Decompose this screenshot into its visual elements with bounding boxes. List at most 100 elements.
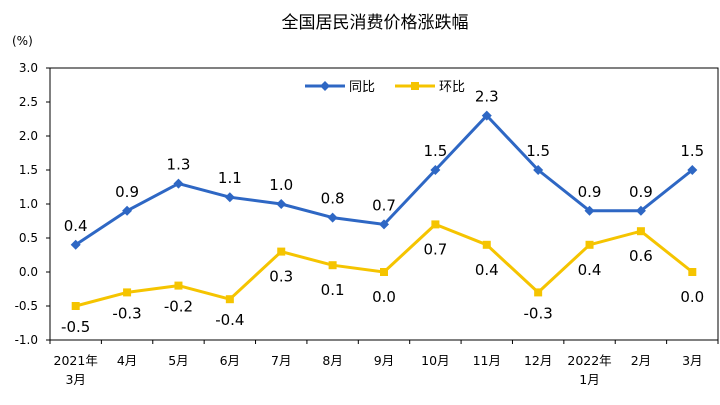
data-label: 0.9 bbox=[629, 183, 653, 201]
data-point-diamond bbox=[481, 110, 492, 121]
data-point-diamond bbox=[379, 219, 389, 230]
data-point-diamond bbox=[533, 165, 544, 175]
x-tick-label: 10月 bbox=[421, 353, 449, 368]
data-point-square bbox=[380, 268, 388, 276]
data-label: 0.7 bbox=[423, 240, 447, 258]
data-point-square bbox=[482, 240, 491, 249]
x-tick-label: 7月 bbox=[271, 353, 291, 368]
x-tick-label: 12月 bbox=[524, 353, 552, 368]
x-tick-label: 2月 bbox=[631, 353, 651, 368]
legend-label: 同比 bbox=[349, 80, 375, 95]
data-point-diamond bbox=[635, 205, 646, 216]
data-label: 2.3 bbox=[475, 88, 499, 106]
y-tick-label: -1.0 bbox=[15, 333, 38, 347]
data-label: 0.0 bbox=[372, 288, 396, 306]
x-tick-label-line: 9月 bbox=[374, 353, 394, 368]
data-label: 0.9 bbox=[115, 183, 139, 201]
series-layer bbox=[70, 110, 698, 310]
data-label: -0.3 bbox=[524, 304, 553, 322]
x-tick-label-line: 4月 bbox=[117, 353, 137, 368]
data-label: 1.5 bbox=[423, 142, 447, 160]
data-point-diamond bbox=[584, 205, 595, 216]
data-label: 1.0 bbox=[269, 176, 293, 194]
x-tick-label-line: 3月 bbox=[65, 372, 85, 387]
x-tick-label-line: 11月 bbox=[473, 353, 501, 368]
legend-label: 环比 bbox=[439, 80, 465, 95]
data-label: 0.0 bbox=[680, 288, 704, 306]
data-point-square bbox=[534, 288, 543, 297]
x-tick-label: 2022年 1月 bbox=[567, 353, 611, 387]
x-tick-label-line: 1月 bbox=[579, 372, 599, 387]
x-tick-label: 11月 bbox=[473, 353, 501, 368]
x-tick-label-line: 8月 bbox=[322, 353, 342, 368]
y-tick-label: 0.5 bbox=[19, 231, 38, 245]
chart-title: 全国居民消费价格涨跌幅 bbox=[282, 13, 469, 33]
x-tick-label: 9月 bbox=[374, 353, 394, 368]
y-unit-label: (%) bbox=[12, 34, 33, 48]
x-tick-label-line: 3月 bbox=[682, 353, 702, 368]
data-point-square bbox=[585, 240, 594, 249]
data-point-square bbox=[688, 268, 697, 276]
data-point-square bbox=[71, 302, 80, 310]
x-tick-label-line: 5月 bbox=[168, 353, 188, 368]
data-point-diamond bbox=[224, 192, 235, 203]
data-point-square bbox=[277, 247, 286, 256]
data-label: -0.4 bbox=[215, 311, 244, 329]
data-label: -0.3 bbox=[112, 304, 141, 322]
data-point-diamond bbox=[173, 178, 184, 189]
x-tick-label: 6月 bbox=[220, 353, 240, 368]
data-label: 1.3 bbox=[167, 156, 191, 174]
data-label: 0.4 bbox=[475, 261, 499, 279]
data-point-diamond bbox=[687, 165, 698, 175]
data-point-square bbox=[431, 220, 440, 229]
data-label: 1.1 bbox=[218, 169, 242, 187]
data-point-square bbox=[174, 281, 183, 290]
data-point-diamond bbox=[430, 165, 441, 175]
data-label: 0.4 bbox=[64, 217, 88, 235]
data-label: 0.8 bbox=[321, 190, 345, 208]
data-point-diamond bbox=[122, 205, 133, 216]
y-tick-label: 0.0 bbox=[19, 265, 38, 279]
data-label: 0.1 bbox=[321, 281, 345, 299]
data-point-diamond bbox=[70, 239, 81, 250]
data-label: -0.2 bbox=[164, 298, 193, 316]
data-point-diamond bbox=[276, 199, 287, 209]
y-tick-label: 2.0 bbox=[19, 129, 38, 143]
x-tick-label-line: 2月 bbox=[631, 353, 651, 368]
data-point-square bbox=[328, 261, 337, 270]
data-label: 0.6 bbox=[629, 247, 653, 265]
x-tick-label-line: 2021年 bbox=[54, 353, 98, 368]
x-tick-label: 5月 bbox=[168, 353, 188, 368]
legend-marker-diamond bbox=[320, 81, 330, 91]
x-tick-label-line: 2022年 bbox=[567, 353, 611, 368]
data-labels: 0.4 0.9 1.3 1.1 1.0 0.8 0.7 1.5 2.3 1.5 0.9 0.9 1.5 -… bbox=[61, 88, 704, 336]
y-tick-label: 3.0 bbox=[19, 61, 38, 75]
x-tick-label: 8月 bbox=[322, 353, 342, 368]
x-tick-label: 3月 bbox=[682, 353, 702, 368]
x-tick-label-line: 12月 bbox=[524, 353, 552, 368]
data-point-square bbox=[225, 295, 234, 304]
y-tick-label: 2.5 bbox=[19, 95, 38, 109]
data-label: 0.3 bbox=[269, 268, 293, 286]
legend: 同比 环比 bbox=[305, 80, 465, 95]
x-tick-label-line: 7月 bbox=[271, 353, 291, 368]
data-point-square bbox=[123, 288, 132, 297]
data-label: 1.5 bbox=[526, 142, 550, 160]
x-tick-label: 4月 bbox=[117, 353, 137, 368]
data-label: 0.9 bbox=[578, 183, 602, 201]
x-tick-label-line: 10月 bbox=[421, 353, 449, 368]
x-tick-label: 2021年 3月 bbox=[54, 353, 98, 387]
x-tick-label-line: 6月 bbox=[220, 353, 240, 368]
legend-marker-square bbox=[411, 82, 419, 90]
data-label: 0.7 bbox=[372, 196, 396, 214]
y-tick-label: 1.5 bbox=[19, 163, 38, 177]
y-tick-label: -0.5 bbox=[15, 299, 38, 313]
data-point-square bbox=[636, 227, 645, 236]
data-label: -0.5 bbox=[61, 318, 90, 336]
data-point-diamond bbox=[327, 212, 338, 223]
y-tick-label: 1.0 bbox=[19, 197, 38, 211]
data-label: 0.4 bbox=[578, 261, 602, 279]
axes: -1.0 -0.5 0.0 0.5 1.0 1.5 2.0 2.5 3.0 2021年 3月 4月 5月… bbox=[15, 61, 719, 387]
